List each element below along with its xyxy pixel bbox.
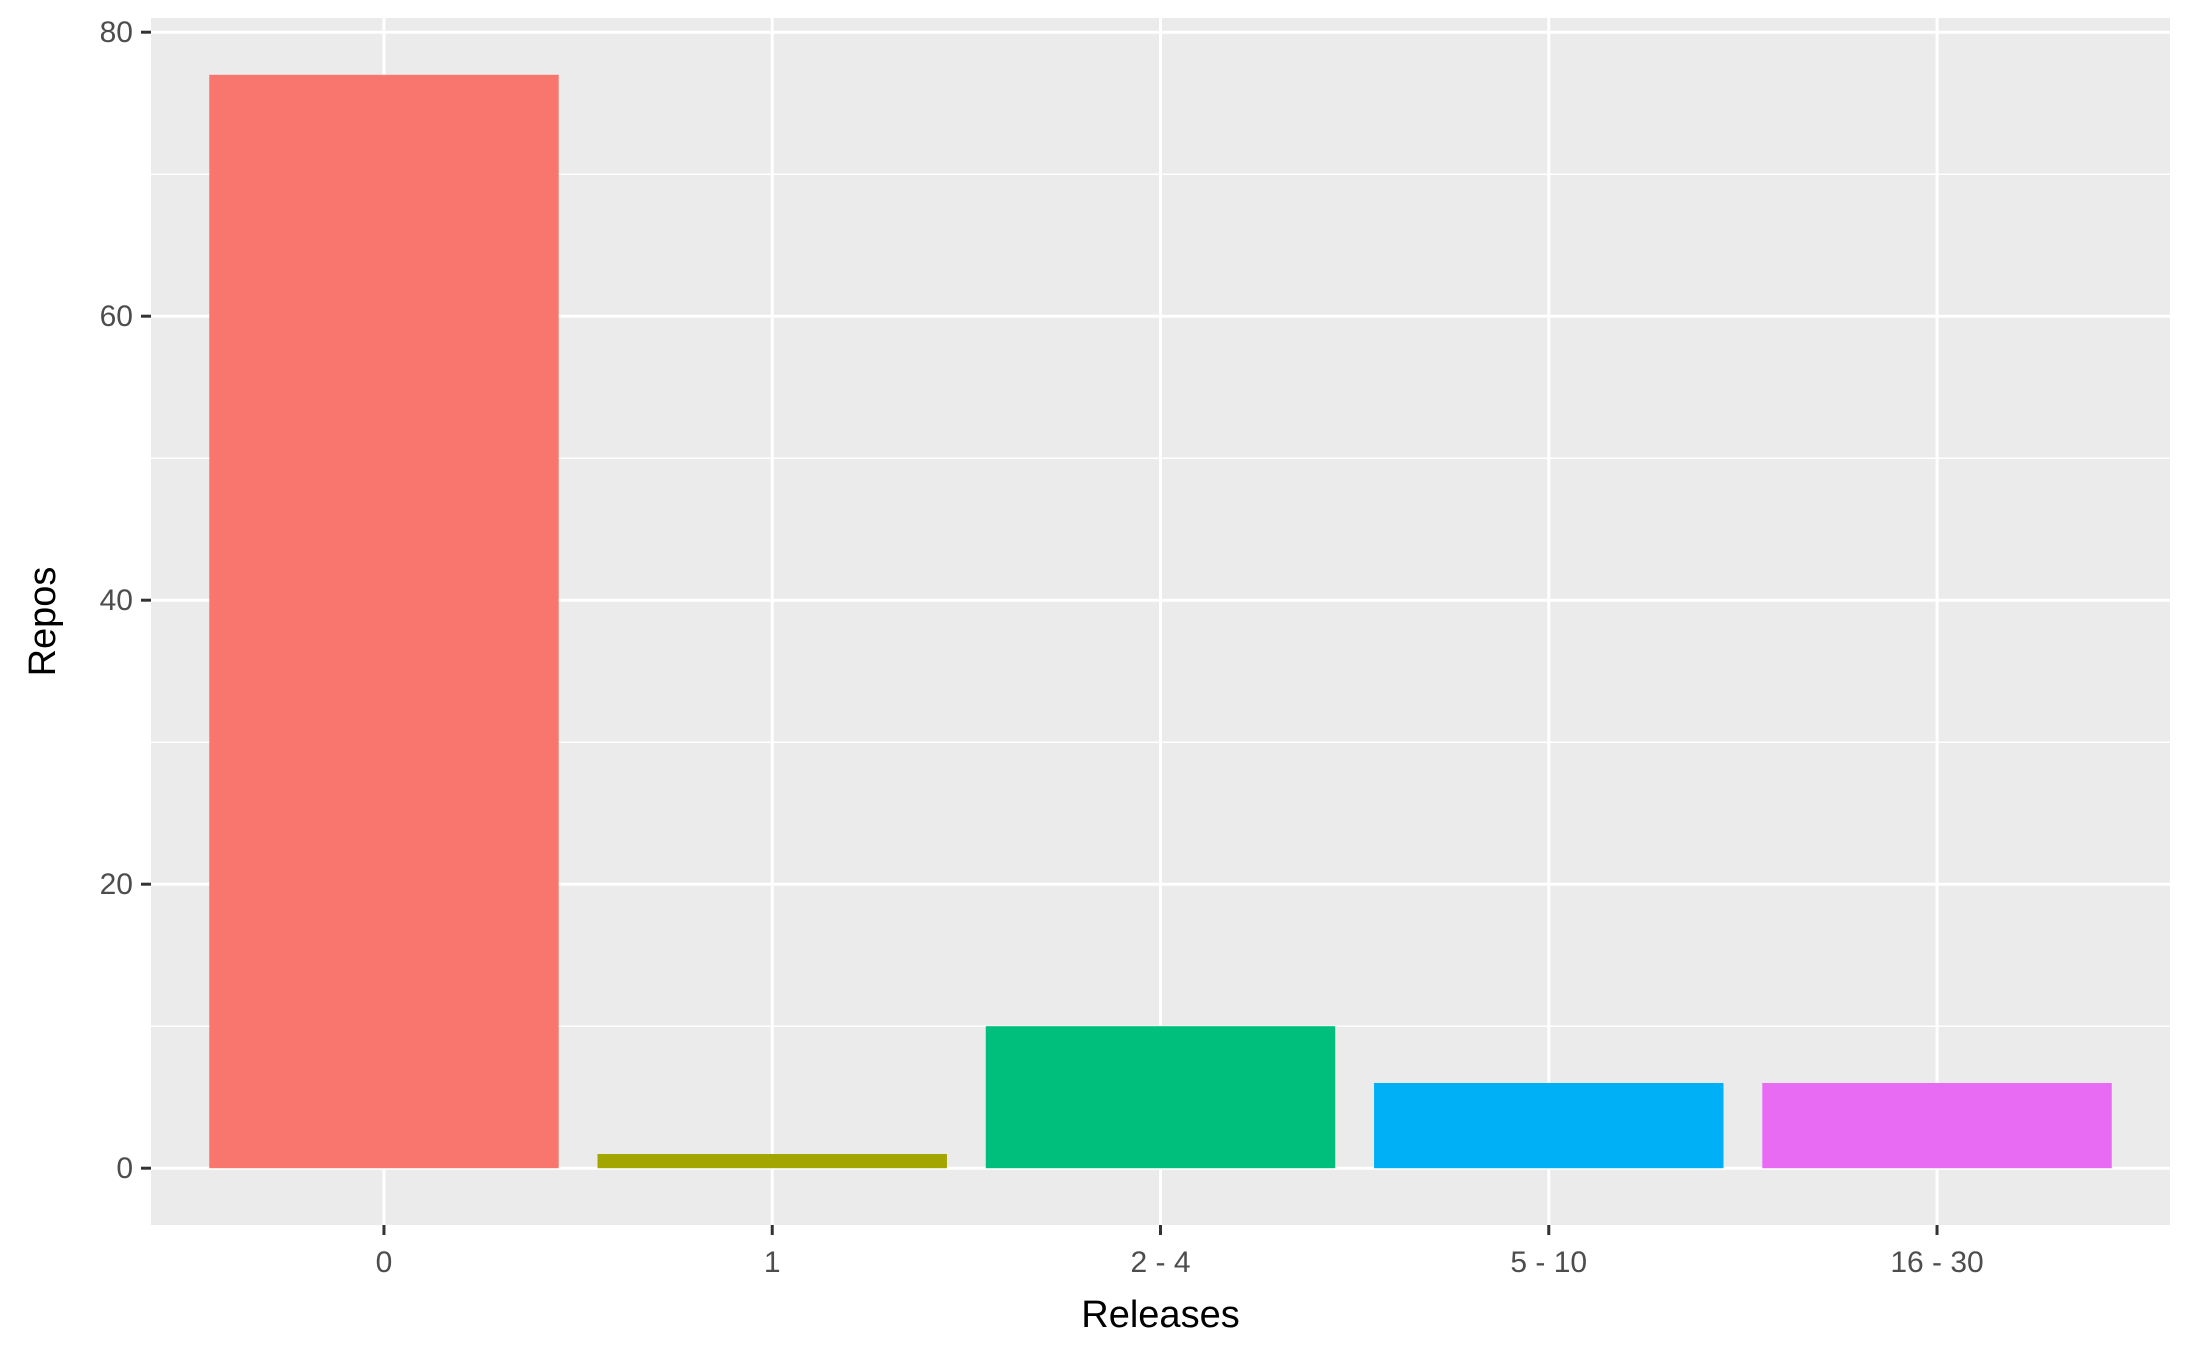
y-tick-label: 20 (100, 868, 133, 901)
bar (209, 74, 559, 1169)
x-axis-title: Releases (1081, 1294, 1239, 1336)
x-tick-label: 0 (376, 1246, 393, 1279)
y-tick-label: 80 (100, 16, 133, 49)
bar (985, 1026, 1336, 1169)
y-axis: 0 20 40 60 80 (100, 16, 151, 1185)
bar (597, 1154, 947, 1169)
y-tick-label: 0 (116, 1152, 133, 1185)
x-tick-label: 1 (764, 1246, 781, 1279)
x-tick-label: 5 - 10 (1510, 1246, 1587, 1279)
x-axis: 0 1 2 - 4 5 - 10 16 - 30 (376, 1225, 1984, 1279)
x-tick-label: 16 - 30 (1890, 1246, 1983, 1279)
bars (209, 74, 2112, 1169)
x-tick-label: 2 - 4 (1130, 1246, 1190, 1279)
bar (1374, 1083, 1724, 1169)
y-axis-title: Repos (22, 567, 64, 677)
y-tick-label: 40 (100, 584, 133, 617)
y-tick-label: 60 (100, 300, 133, 333)
bar (1762, 1083, 2112, 1169)
